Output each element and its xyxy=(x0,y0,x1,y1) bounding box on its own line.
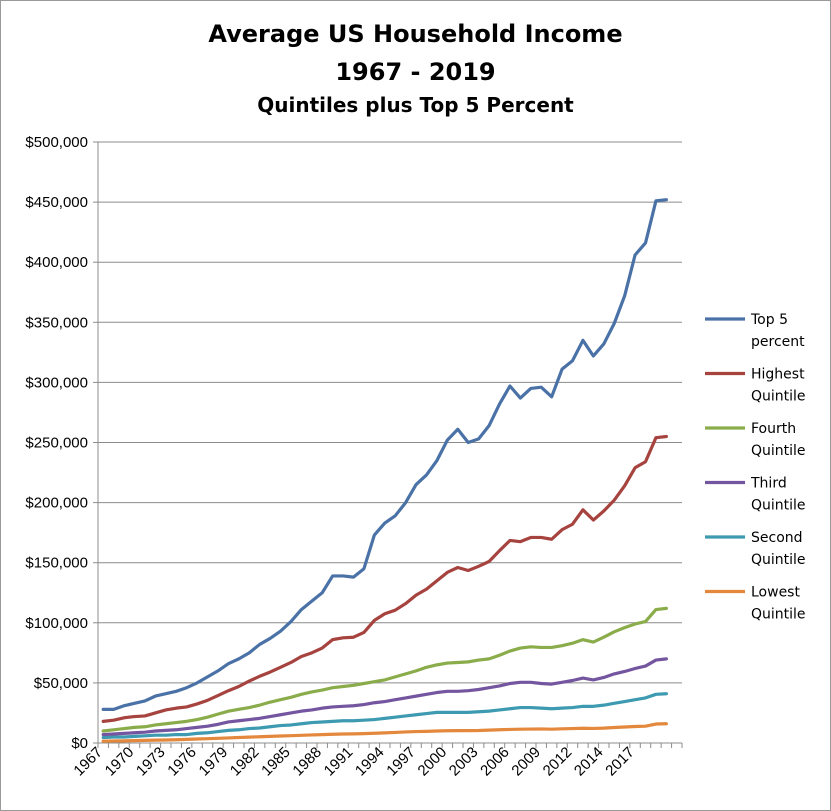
x-tick-label: 2017 xyxy=(602,744,638,780)
y-tick-label: $100,000 xyxy=(25,615,88,632)
x-tick-label: 1979 xyxy=(196,744,232,780)
x-tick-labels: 1967197019731976197919821985198819911994… xyxy=(70,744,637,780)
legend-label-second-quintile: Second Quintile xyxy=(751,530,806,568)
x-tick-label: 2006 xyxy=(477,744,513,780)
legend-label-top-5-percent: Top 5 percent xyxy=(750,312,805,350)
y-tick-label: $450,000 xyxy=(25,194,88,211)
x-tick-label: 2000 xyxy=(415,744,451,780)
series-line-highest-quintile xyxy=(101,434,668,723)
legend-label-lowest-quintile: Lowest Quintile xyxy=(751,585,806,623)
axes xyxy=(93,141,683,748)
x-tick-label: 1988 xyxy=(289,744,325,780)
x-tick-label: 1982 xyxy=(227,744,263,780)
y-tick-label: $150,000 xyxy=(25,555,88,572)
y-tick-label: $0 xyxy=(71,735,88,752)
y-tick-label: $350,000 xyxy=(25,314,88,331)
x-tick-label: 1976 xyxy=(164,744,200,780)
legend: Top 5 percent Highest Quintile Fourth Quintil… xyxy=(705,312,806,623)
series-lines xyxy=(101,198,668,743)
x-tick-label: 1973 xyxy=(133,744,169,780)
y-tick-label: $50,000 xyxy=(34,675,88,692)
legend-label-fourth-quintile: Fourth Quintile xyxy=(751,421,806,459)
y-tick-label: $400,000 xyxy=(25,254,88,271)
series-line-third-quintile xyxy=(101,657,668,737)
y-tick-label: $250,000 xyxy=(25,435,88,452)
x-tick-label: 2012 xyxy=(540,744,576,780)
y-tick-label: $500,000 xyxy=(25,134,88,151)
y-tick-label: $200,000 xyxy=(25,495,88,512)
x-tick-label: 1991 xyxy=(321,744,357,780)
series-line-top-5-percent xyxy=(101,198,668,711)
x-tick-label: 2014 xyxy=(571,744,607,780)
y-tick-label: $300,000 xyxy=(25,374,88,391)
y-tick-labels: $0 $50,000 $100,000 $150,000 $200,000 $250,00… xyxy=(25,134,88,752)
gridlines xyxy=(98,141,682,684)
x-tick-label: 1970 xyxy=(102,744,138,780)
x-tick-label: 2009 xyxy=(508,744,544,780)
series-line-fourth-quintile xyxy=(101,606,668,733)
legend-label-highest-quintile: Highest Quintile xyxy=(751,367,806,405)
x-tick-label: 2003 xyxy=(446,744,482,780)
x-tick-label: 1985 xyxy=(258,744,294,780)
chart-subtitle-2: Quintiles plus Top 5 Percent xyxy=(257,93,574,117)
x-tick-label: 1994 xyxy=(352,744,388,780)
chart-subtitle: 1967 - 2019 xyxy=(335,58,496,86)
x-tick-label: 1997 xyxy=(383,744,419,780)
series-line-lowest-quintile xyxy=(101,722,668,743)
legend-label-third-quintile: Third Quintile xyxy=(750,476,806,514)
series-line-second-quintile xyxy=(101,692,668,740)
chart-title: Average US Household Income xyxy=(208,20,623,48)
